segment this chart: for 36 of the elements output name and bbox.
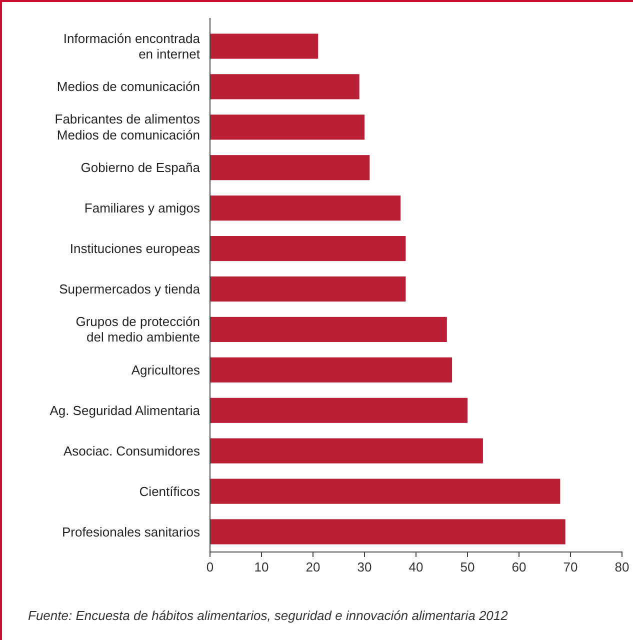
bar [210, 74, 360, 100]
x-tick-label: 20 [306, 560, 320, 575]
bar [210, 398, 468, 423]
x-tick-label: 40 [408, 560, 424, 575]
bar [210, 196, 401, 221]
x-tick-label: 60 [512, 560, 526, 575]
bar [210, 114, 364, 140]
bar [210, 276, 406, 302]
bar [210, 519, 566, 544]
y-tick-label: Fabricantes de alimentos Medios de comunicación [54, 112, 200, 142]
y-tick-label: Familiares y amigos [84, 200, 200, 216]
x-tick-label: 10 [254, 560, 269, 575]
bar [210, 236, 406, 262]
bar [210, 478, 560, 504]
x-tick-label: 80 [614, 560, 630, 575]
y-tick-label: Grupos de protección del medio ambiente [76, 314, 200, 345]
y-tick-label: Científicos [139, 484, 200, 499]
x-tick-label: 70 [563, 560, 578, 575]
x-tick-label: 50 [460, 560, 475, 575]
bar [210, 316, 447, 342]
bar [210, 34, 318, 59]
y-tick-label: Profesionales sanitarios [62, 524, 200, 540]
x-tick-label: 30 [357, 560, 372, 575]
y-tick-label: Gobierno de España [80, 160, 201, 176]
y-tick-label: Asociac. Consumidores [63, 443, 200, 458]
y-tick-label: Información encontrada en internet [63, 30, 201, 62]
x-tick-label: 0 [206, 560, 214, 575]
y-tick-label: Ag. Seguridad Alimentaria [50, 402, 201, 418]
y-tick-label: Medios de comunicación [56, 79, 200, 94]
y-tick-label: Instituciones europeas [70, 241, 200, 256]
y-tick-label: Supermercados y tienda [59, 282, 201, 297]
bar [210, 155, 370, 180]
bar [210, 357, 452, 382]
source-note: Fuente: Encuesta de hábitos alimentarios, seguridad e innovación alimentaria 2012 [28, 608, 509, 623]
y-tick-label: Agricultores [131, 362, 200, 378]
bar [210, 438, 483, 464]
